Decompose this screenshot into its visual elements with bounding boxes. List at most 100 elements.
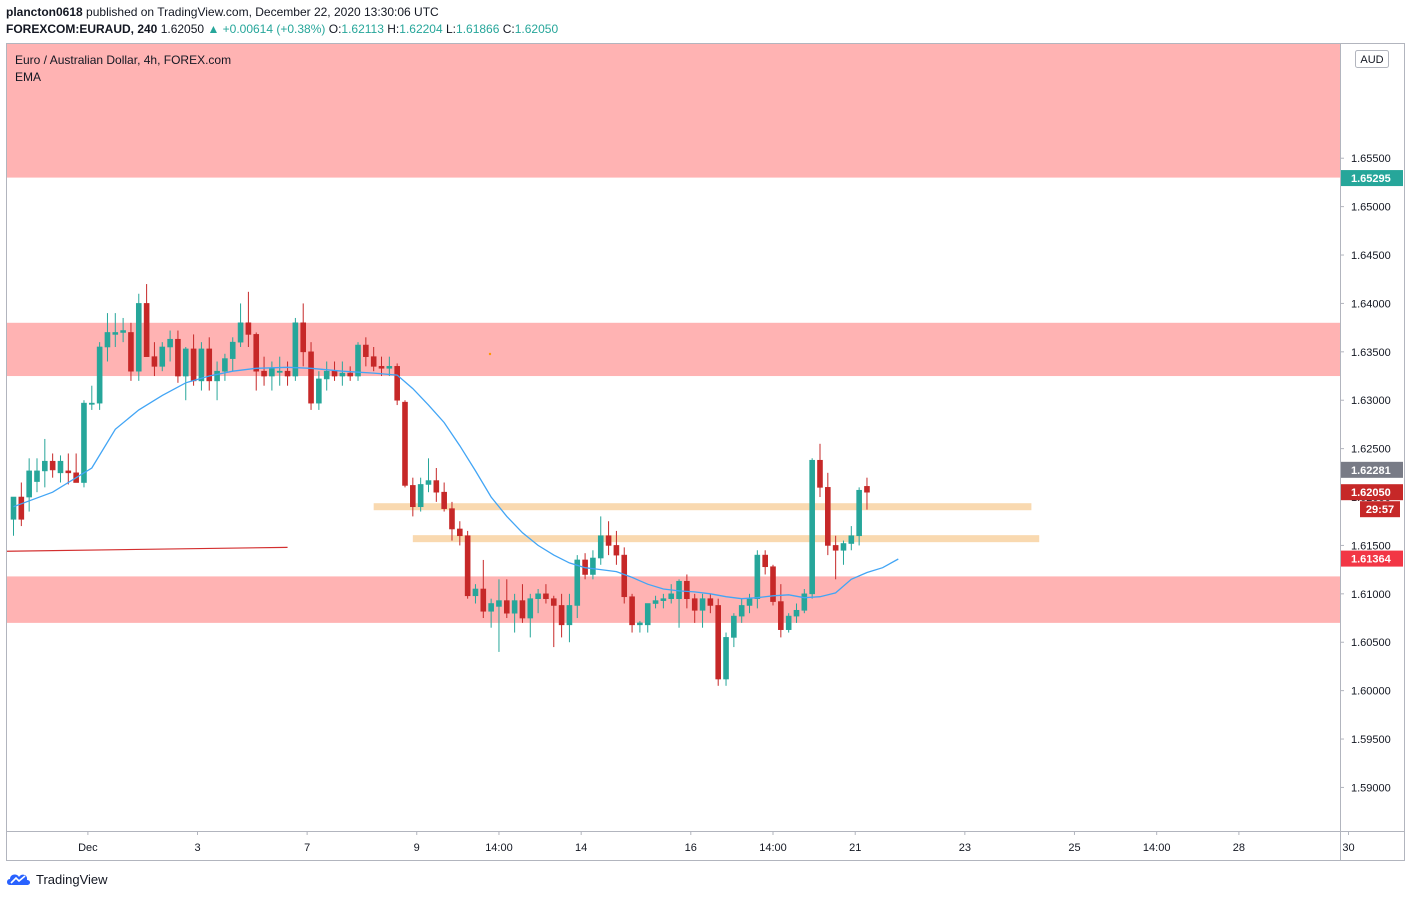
candle-body bbox=[472, 588, 479, 597]
candle-body bbox=[856, 489, 862, 537]
price-change: ▲ +0.00614 (+0.38%) bbox=[207, 22, 326, 36]
candle-bullish bbox=[198, 342, 205, 391]
candle-bullish bbox=[135, 293, 142, 381]
candle-bullish bbox=[182, 346, 189, 401]
price-badge-value: 1.61364 bbox=[1351, 554, 1392, 566]
candle-body bbox=[778, 601, 784, 630]
candle-body bbox=[229, 341, 236, 359]
candle-bearish bbox=[347, 366, 353, 381]
resistance-zone bbox=[7, 322, 1340, 377]
tradingview-logo[interactable]: TradingView bbox=[6, 871, 108, 887]
candle-bearish bbox=[778, 584, 784, 638]
price-badge-bg bbox=[1341, 461, 1403, 478]
candle-bearish bbox=[402, 400, 408, 488]
candle-body bbox=[684, 580, 690, 599]
candle-body bbox=[316, 378, 322, 404]
currency-label: AUD bbox=[1360, 54, 1383, 66]
candle-bearish bbox=[49, 453, 56, 478]
candle-body bbox=[825, 487, 831, 546]
time-tick-label: 14 bbox=[575, 842, 587, 854]
candle-bearish bbox=[394, 363, 400, 406]
annotation-dot bbox=[488, 352, 492, 356]
candle-body bbox=[49, 460, 56, 471]
candle-body bbox=[527, 598, 534, 619]
candle-bearish bbox=[449, 501, 455, 541]
candle-bullish bbox=[425, 458, 432, 493]
candle-body bbox=[535, 593, 541, 599]
candle-body bbox=[96, 346, 103, 404]
candle-body bbox=[300, 322, 307, 353]
candle-body bbox=[762, 554, 768, 568]
time-tick-label: 28 bbox=[1233, 842, 1245, 854]
candle-bullish bbox=[355, 342, 361, 381]
candle-bullish bbox=[292, 317, 299, 381]
candle-bullish bbox=[488, 598, 494, 628]
candle-body bbox=[637, 622, 643, 626]
candle-body bbox=[402, 401, 408, 486]
time-tick-label: 30 bbox=[1342, 842, 1354, 854]
candle-bullish bbox=[26, 458, 32, 512]
candle-bearish bbox=[331, 361, 338, 381]
candle-bearish bbox=[175, 330, 181, 383]
candle-body bbox=[425, 480, 432, 485]
candle-bearish bbox=[253, 332, 260, 391]
candle-body bbox=[120, 330, 126, 333]
candle-body bbox=[660, 598, 667, 601]
candle-body bbox=[590, 557, 596, 575]
candle-bullish bbox=[660, 593, 667, 609]
candle-bullish bbox=[637, 620, 643, 633]
candle-body bbox=[34, 470, 40, 482]
time-tick-label: 7 bbox=[304, 842, 310, 854]
candle-bearish bbox=[370, 346, 377, 372]
trend-line bbox=[6, 546, 288, 552]
candle-body bbox=[394, 366, 400, 401]
candle-bearish bbox=[543, 584, 549, 604]
candle-body bbox=[284, 370, 291, 377]
candle-body bbox=[159, 346, 166, 367]
candle-body bbox=[222, 358, 228, 372]
candle-bearish bbox=[715, 598, 722, 686]
candle-bearish bbox=[582, 553, 588, 580]
candle-bullish bbox=[566, 593, 573, 643]
candle-bullish bbox=[668, 584, 675, 604]
price-tick-label: 1.62500 bbox=[1351, 444, 1391, 456]
candle-body bbox=[801, 593, 808, 611]
candle-body bbox=[167, 338, 173, 348]
candle-body bbox=[198, 348, 205, 382]
candle-body bbox=[112, 332, 119, 335]
candle-body bbox=[331, 370, 338, 377]
candle-bearish bbox=[410, 477, 416, 517]
price-chart[interactable]: 1.65500 1.65000 1.64500 1.64000 1.63500 1.630… bbox=[0, 0, 1410, 862]
candle-body bbox=[566, 605, 573, 626]
candle-body bbox=[253, 334, 260, 372]
candle-body bbox=[817, 459, 823, 488]
ema-line bbox=[13, 366, 899, 600]
chart-title: Euro / Australian Dollar, 4h, FOREX.com bbox=[15, 53, 231, 67]
candle-body bbox=[308, 351, 314, 404]
publish-info: plancton0618 published on TradingView.co… bbox=[6, 5, 439, 19]
candle-bearish bbox=[464, 530, 471, 599]
currency-button[interactable]: AUD bbox=[1355, 50, 1389, 68]
candle-body bbox=[848, 535, 855, 544]
candle-bearish bbox=[519, 584, 526, 623]
candle-bullish bbox=[316, 371, 322, 410]
close-value: 1.62050 bbox=[514, 22, 559, 36]
candle-body bbox=[644, 603, 651, 626]
candle-body bbox=[723, 637, 729, 680]
time-tick-label: 23 bbox=[959, 842, 971, 854]
candle-body bbox=[276, 370, 283, 373]
candle-bearish bbox=[151, 342, 158, 377]
candle-body bbox=[629, 596, 635, 626]
candle-body bbox=[715, 605, 722, 680]
candle-body bbox=[597, 535, 604, 559]
candle-body bbox=[676, 580, 682, 599]
author-name[interactable]: plancton0618 bbox=[6, 5, 83, 19]
candle-body bbox=[746, 598, 753, 606]
candle-bearish bbox=[206, 337, 213, 391]
time-tick-label: 9 bbox=[414, 842, 420, 854]
open-value: 1.62113 bbox=[341, 22, 384, 36]
indicator-label[interactable]: EMA bbox=[15, 70, 41, 84]
price-badge-bg bbox=[1341, 170, 1403, 187]
time-tick-label: 14:00 bbox=[485, 842, 513, 854]
candle-bullish bbox=[214, 361, 220, 401]
